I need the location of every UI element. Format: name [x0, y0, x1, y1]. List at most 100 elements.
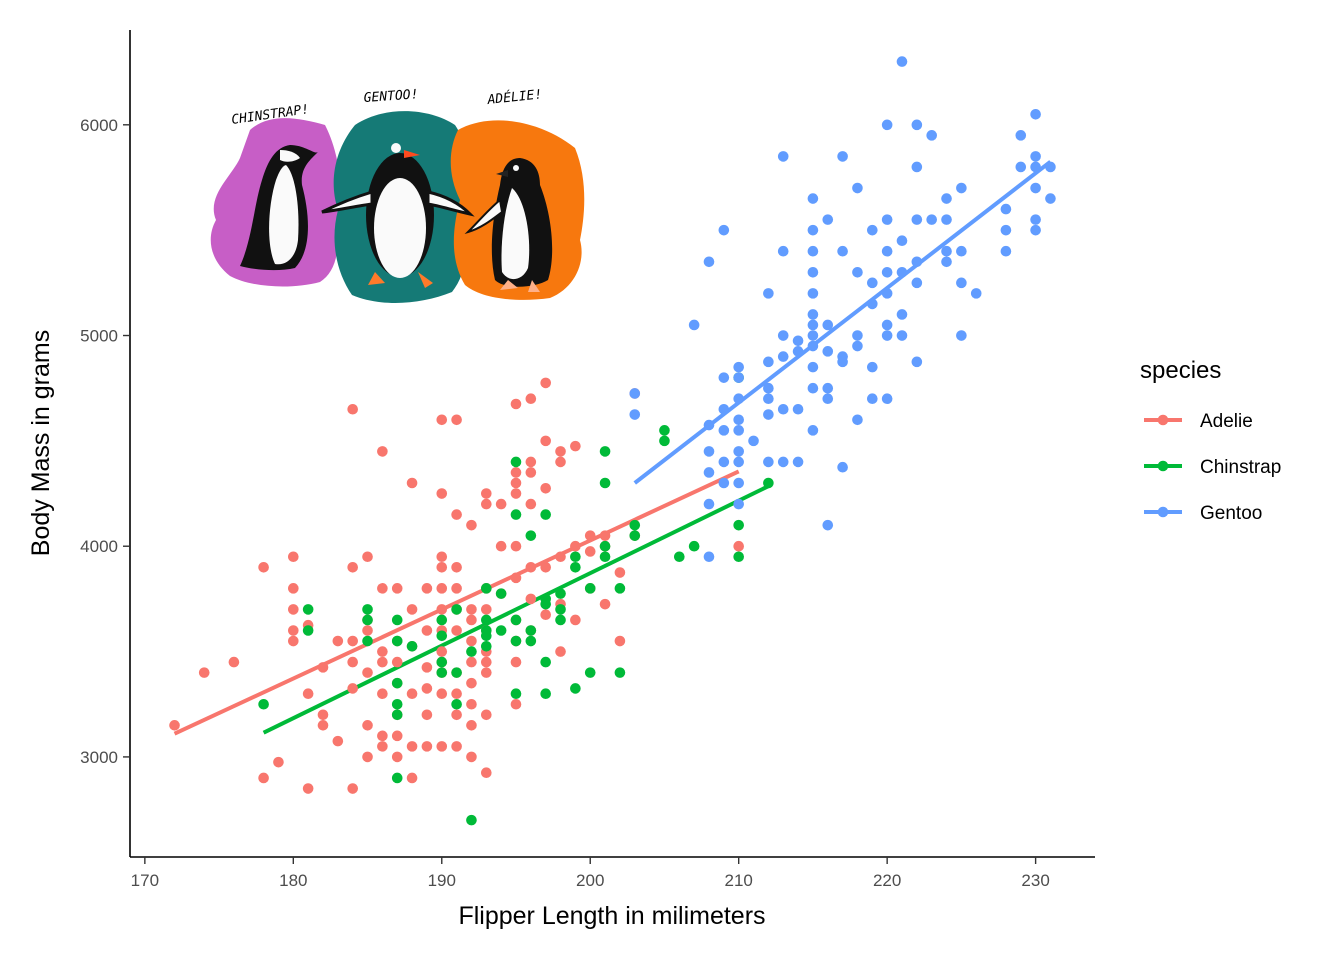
x-tick-label: 200: [576, 871, 604, 890]
adelie-point: [421, 741, 433, 752]
gentoo-penguin-left-wing-icon: [321, 189, 374, 214]
gentoo-point: [881, 267, 893, 278]
adelie-point: [510, 488, 522, 499]
gentoo-point: [733, 498, 744, 510]
adelie-point: [347, 783, 358, 794]
gentoo-point: [837, 356, 848, 368]
gentoo-point: [703, 467, 715, 478]
gentoo-point: [777, 403, 789, 415]
gentoo-point: [733, 477, 744, 489]
adelie-point: [362, 720, 373, 731]
gentoo-point: [763, 382, 774, 394]
gentoo-point: [867, 298, 878, 310]
adelie-point: [481, 488, 492, 499]
chinstrap-point: [733, 551, 744, 563]
adelie-point: [421, 662, 433, 673]
gentoo-point: [837, 151, 848, 162]
gentoo-point: [777, 351, 789, 362]
chinstrap-point: [391, 635, 403, 647]
gentoo-point: [911, 214, 923, 225]
gentoo-point: [807, 382, 819, 394]
gentoo-point: [1000, 203, 1012, 215]
adelie-point: [317, 662, 329, 673]
gentoo-point: [911, 356, 923, 368]
adelie-penguin-beak-icon: [496, 170, 508, 177]
adelie-point: [288, 635, 299, 647]
gentoo-point: [837, 245, 848, 257]
adelie-point: [466, 751, 477, 763]
adelie-point: [510, 398, 522, 410]
adelie-point: [436, 414, 448, 426]
gentoo-point: [718, 477, 730, 489]
chinstrap-point: [599, 540, 611, 552]
adelie-point: [495, 498, 507, 510]
adelie-point: [481, 498, 492, 510]
gentoo-point: [733, 425, 744, 436]
adelie-point: [570, 614, 581, 626]
adelie-point: [406, 772, 418, 784]
chinstrap-point: [629, 519, 641, 531]
gentoo-point: [777, 330, 789, 341]
chinstrap-point: [510, 688, 522, 700]
adelie-point: [510, 477, 522, 489]
gentoo-point: [822, 214, 834, 225]
adelie-point: [614, 635, 626, 647]
gentoo-point: [718, 224, 730, 236]
gentoo-point: [718, 456, 730, 468]
legend-chinstrap-marker: [1157, 460, 1169, 472]
adelie-point: [436, 604, 448, 615]
chinstrap-point: [451, 698, 462, 710]
gentoo-point: [777, 245, 789, 257]
gentoo-penguin-eye-icon: [391, 143, 401, 153]
gentoo-point: [703, 551, 715, 563]
chinstrap-point: [584, 583, 596, 594]
adelie-point: [377, 730, 388, 742]
chinstrap-point: [302, 625, 314, 636]
adelie-point: [258, 772, 269, 784]
gentoo-point: [763, 288, 774, 299]
adelie-point: [466, 656, 477, 668]
adelie-point: [525, 593, 537, 605]
gentoo-point: [911, 277, 923, 289]
adelie-point: [317, 709, 329, 721]
gentoo-point: [852, 267, 863, 278]
adelie-trend-line: [173, 469, 740, 736]
adelie-point: [733, 540, 744, 552]
gentoo-point: [896, 235, 908, 247]
gentoo-point: [807, 309, 819, 320]
gentoo-point: [896, 267, 908, 278]
chinstrap-point: [436, 630, 448, 642]
gentoo-point: [867, 224, 878, 236]
adelie-point: [510, 698, 522, 710]
chinstrap-point: [614, 667, 626, 678]
gentoo-point: [703, 419, 715, 431]
chinstrap-point: [495, 588, 507, 599]
gentoo-point: [852, 340, 863, 352]
adelie-point: [436, 551, 448, 563]
chinstrap-point: [555, 604, 566, 615]
adelie-point: [436, 583, 448, 594]
gentoo-point: [896, 309, 908, 320]
adelie-point: [584, 546, 596, 557]
chinstrap-point: [674, 551, 685, 563]
chinstrap-point: [570, 561, 581, 573]
chinstrap-point: [481, 640, 492, 652]
adelie-point: [198, 667, 210, 678]
gentoo-point: [956, 277, 967, 289]
gentoo-point: [1030, 151, 1041, 162]
adelie-point: [406, 741, 418, 752]
gentoo-point: [881, 119, 893, 131]
adelie-point: [258, 561, 269, 573]
gentoo-point: [792, 403, 804, 415]
gentoo-point: [926, 130, 937, 141]
adelie-point: [451, 709, 462, 721]
gentoo-point: [822, 519, 834, 531]
gentoo-point: [911, 161, 923, 173]
adelie-point: [525, 561, 537, 573]
gentoo-point: [911, 256, 923, 268]
x-tick-label: 230: [1021, 871, 1049, 890]
gentoo-penguin-belly-icon: [374, 178, 426, 278]
adelie-point: [451, 741, 462, 752]
adelie-point: [451, 561, 462, 573]
chinstrap-trend-line: [262, 484, 770, 735]
